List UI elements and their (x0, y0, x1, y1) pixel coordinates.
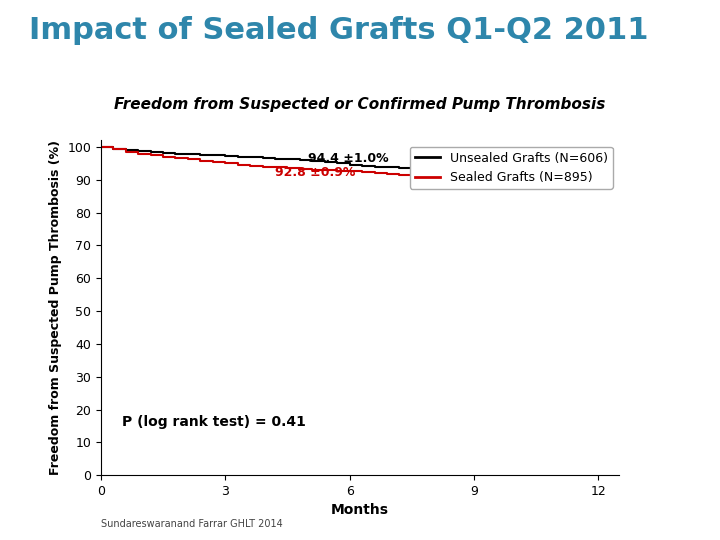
Text: Sundareswaranand Farrar GHLT 2014: Sundareswaranand Farrar GHLT 2014 (101, 519, 282, 529)
Text: 90.9 ±1.3%: 90.9 ±1.3% (507, 163, 588, 176)
X-axis label: Months: Months (331, 503, 389, 517)
Text: 92.8 ±0.9%: 92.8 ±0.9% (275, 166, 356, 179)
Text: Impact of Sealed Grafts Q1-Q2 2011: Impact of Sealed Grafts Q1-Q2 2011 (29, 16, 648, 45)
Text: 94.4 ±1.0%: 94.4 ±1.0% (308, 152, 389, 165)
Y-axis label: Freedom from Suspected Pump Thrombosis (%): Freedom from Suspected Pump Thrombosis (… (49, 140, 62, 475)
Legend: Unsealed Grafts (N=606), Sealed Grafts (N=895): Unsealed Grafts (N=606), Sealed Grafts (… (410, 147, 613, 189)
Text: P (log rank test) = 0.41: P (log rank test) = 0.41 (122, 415, 305, 429)
Text: Freedom from Suspected or Confirmed Pump Thrombosis: Freedom from Suspected or Confirmed Pump… (114, 97, 606, 112)
Text: 88.9 ±1.2%: 88.9 ±1.2% (507, 179, 588, 192)
